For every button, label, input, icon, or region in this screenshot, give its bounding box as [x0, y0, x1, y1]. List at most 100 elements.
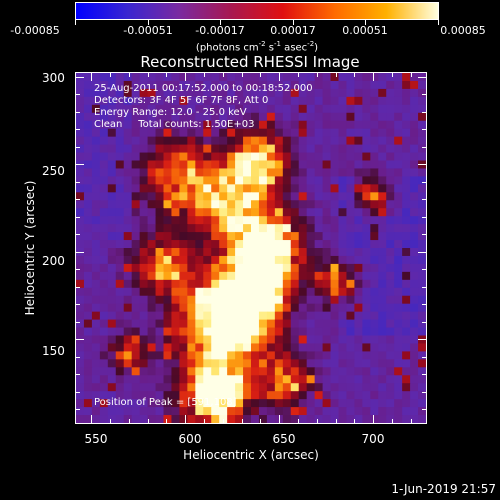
- heatmap-cell: [139, 224, 149, 233]
- heatmap-cell: [251, 224, 260, 233]
- heatmap-cell: [83, 255, 93, 265]
- heatmap-cell: [251, 295, 260, 305]
- heatmap-cell: [402, 192, 411, 201]
- heatmap-cell: [258, 192, 268, 201]
- heatmap-cell: [258, 375, 268, 384]
- heatmap-cell: [171, 367, 180, 376]
- heatmap-cell: [418, 319, 426, 329]
- heatmap-cell: [410, 367, 419, 376]
- heatmap-cell: [163, 232, 172, 241]
- heatmap-cell: [298, 200, 308, 209]
- heatmap-cell: [203, 73, 212, 82]
- heatmap-cell: [91, 351, 101, 360]
- heatmap-cell: [338, 160, 347, 169]
- heatmap-cell: [251, 263, 260, 273]
- plot-timestamp: 1-Jun-2019 21:57: [391, 482, 496, 496]
- heatmap-cell: [171, 359, 180, 368]
- axis-tick-mark: [422, 286, 426, 288]
- heatmap-cell: [306, 232, 316, 241]
- heatmap-cell: [195, 303, 204, 313]
- heatmap-cell: [418, 343, 426, 352]
- heatmap-cell: [290, 335, 300, 344]
- heatmap-cell: [266, 271, 276, 281]
- heatmap-cell: [195, 375, 204, 384]
- heatmap-cell: [243, 240, 252, 249]
- heatmap-cell: [131, 240, 141, 249]
- heatmap-cell: [338, 112, 347, 122]
- heatmap-cell: [290, 263, 300, 273]
- heatmap-cell: [99, 311, 109, 321]
- heatmap-cell: [83, 152, 93, 161]
- colorbar-tick-label: -0.00051: [123, 24, 173, 37]
- heatmap-cell: [330, 383, 339, 392]
- heatmap-cell: [203, 160, 212, 169]
- heatmap-cell: [298, 415, 308, 423]
- heatmap-cell: [378, 391, 387, 400]
- heatmap-cell: [227, 343, 236, 352]
- heatmap-cell: [338, 343, 347, 352]
- heatmap-cell: [394, 80, 403, 90]
- heatmap-cell: [314, 232, 324, 241]
- heatmap-cell: [251, 80, 260, 90]
- heatmap-cell: [211, 407, 220, 416]
- heatmap-cell: [314, 216, 324, 225]
- heatmap-cell: [123, 160, 133, 169]
- heatmap-cell: [322, 255, 332, 265]
- heatmap-cell: [410, 375, 419, 384]
- heatmap-cell: [394, 359, 403, 368]
- heatmap-cell: [91, 104, 101, 114]
- heatmap-cell: [322, 303, 332, 313]
- heatmap-cell: [123, 359, 133, 368]
- heatmap-cell: [258, 399, 268, 408]
- heatmap-cell: [338, 359, 347, 368]
- heatmap-cell: [410, 104, 419, 114]
- heatmap-cell: [258, 112, 268, 122]
- heatmap-cell: [115, 80, 125, 90]
- heatmap-cell: [386, 399, 395, 408]
- heatmap-cell: [163, 263, 172, 273]
- heatmap-cell: [76, 327, 85, 336]
- heatmap-cell: [354, 279, 363, 289]
- heatmap-cell: [227, 208, 236, 217]
- heatmap-cell: [163, 279, 172, 289]
- heatmap-cell: [219, 168, 228, 177]
- heatmap-cell: [418, 327, 426, 336]
- heatmap-cell: [155, 176, 164, 185]
- heatmap-cell: [362, 144, 371, 154]
- heatmap-cell: [171, 208, 180, 217]
- heatmap-cell: [155, 319, 164, 329]
- heatmap-cell: [362, 88, 371, 98]
- heatmap-cell: [139, 216, 149, 225]
- heatmap-cell: [251, 335, 260, 344]
- axis-tick-mark: [354, 73, 356, 77]
- heatmap-cell: [418, 311, 426, 321]
- heatmap-cell: [282, 160, 292, 169]
- heatmap-cell: [258, 248, 268, 257]
- heatmap-cell: [235, 327, 244, 336]
- heatmap-cell: [274, 240, 284, 249]
- heatmap-cell: [243, 200, 252, 209]
- heatmap-cell: [171, 216, 180, 225]
- heatmap-cell: [203, 192, 212, 201]
- heatmap-cell: [179, 263, 188, 273]
- heatmap-cell: [386, 136, 395, 146]
- heatmap-cell: [76, 383, 85, 392]
- heatmap-cell: [155, 73, 164, 82]
- heatmap-cell: [410, 80, 419, 90]
- heatmap-cell: [243, 80, 252, 90]
- heatmap-cell: [274, 104, 284, 114]
- heatmap-cell: [99, 271, 109, 281]
- heatmap-cell: [227, 383, 236, 392]
- heatmap-cell: [99, 335, 109, 344]
- heatmap-cell: [219, 160, 228, 169]
- heatmap-cell: [147, 144, 157, 154]
- heatmap-cell: [187, 295, 196, 305]
- heatmap-cell: [163, 351, 172, 360]
- heatmap-cell: [346, 319, 355, 329]
- heatmap-cell: [322, 176, 332, 185]
- heatmap-cell: [179, 311, 188, 321]
- heatmap-cell: [195, 311, 204, 321]
- heatmap-cell: [251, 255, 260, 265]
- heatmap-cell: [211, 391, 220, 400]
- heatmap-cell: [155, 80, 164, 90]
